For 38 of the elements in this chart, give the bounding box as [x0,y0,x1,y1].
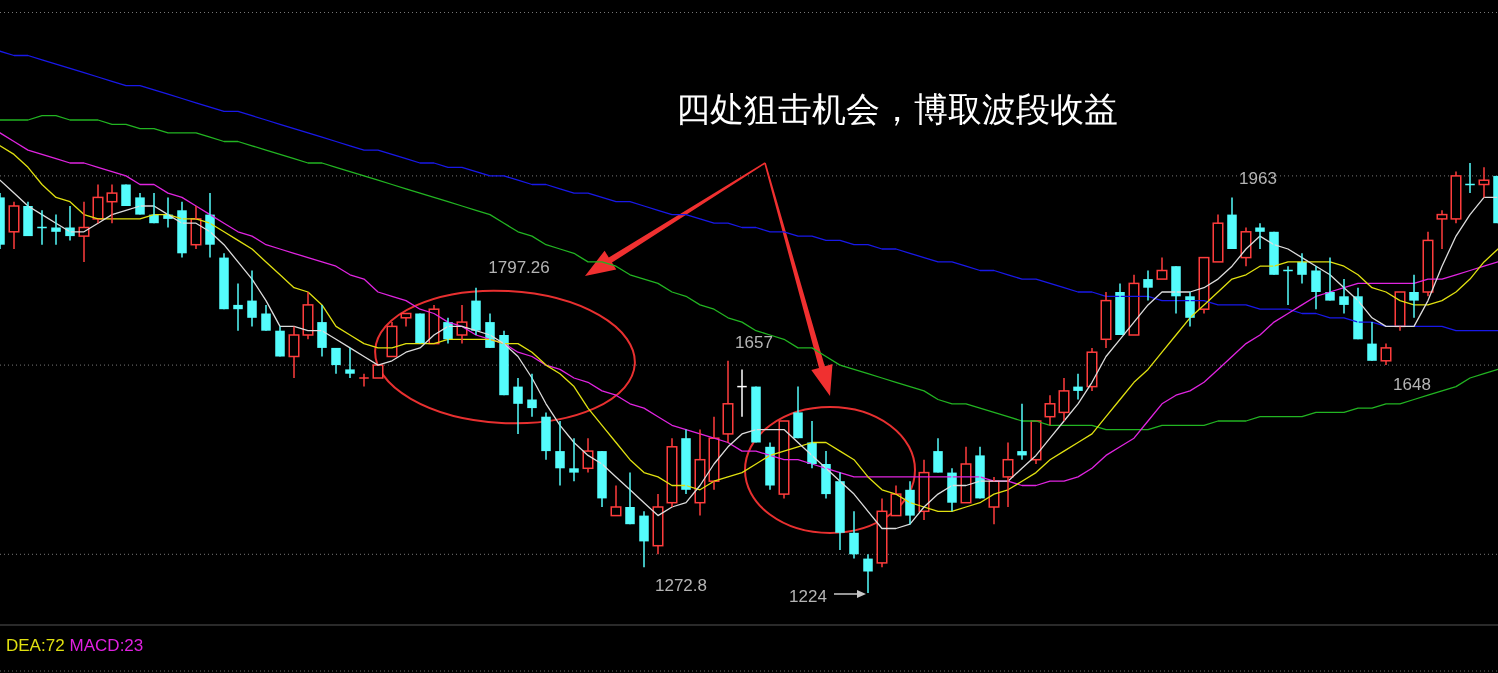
candlestick [1436,209,1448,250]
candlestick [988,476,1000,525]
candlestick [1450,170,1462,224]
candlestick [1240,226,1252,267]
candlestick [1002,441,1014,508]
candlestick [8,200,20,250]
candlestick [666,437,678,508]
candlestick [694,428,706,517]
candlestick [359,372,369,388]
candlestick [1478,166,1490,199]
candlestick [1058,377,1070,422]
candlestick [190,205,202,250]
annotation: 1224 [789,587,827,606]
candlestick [78,200,90,263]
annotation: 1272.8 [655,576,707,595]
annotation: 1648 [1393,375,1431,394]
annotation: 1963 [1239,169,1277,188]
candlestick [876,497,888,568]
candlestick [288,325,300,379]
candlestick [302,291,314,341]
candlestick [708,415,720,491]
candlestick [1422,231,1434,298]
candlestick [1086,347,1098,392]
candlestick [652,493,664,556]
candlestick [582,437,594,474]
text: MACD:23 [69,636,144,655]
candlestick [345,347,355,379]
text: 四处狙击机会，博取波段收益 [676,89,1118,129]
candlestick [1100,291,1112,349]
text: DEA:72 [6,636,65,655]
candlestick [106,183,118,224]
candlestick [1044,394,1056,427]
candlestick [722,360,734,444]
annotation: 1657 [735,333,773,352]
annotation: 1797.26 [488,258,550,277]
candlestick [92,183,104,224]
candlestick [569,437,579,482]
candlestick [1380,342,1392,366]
